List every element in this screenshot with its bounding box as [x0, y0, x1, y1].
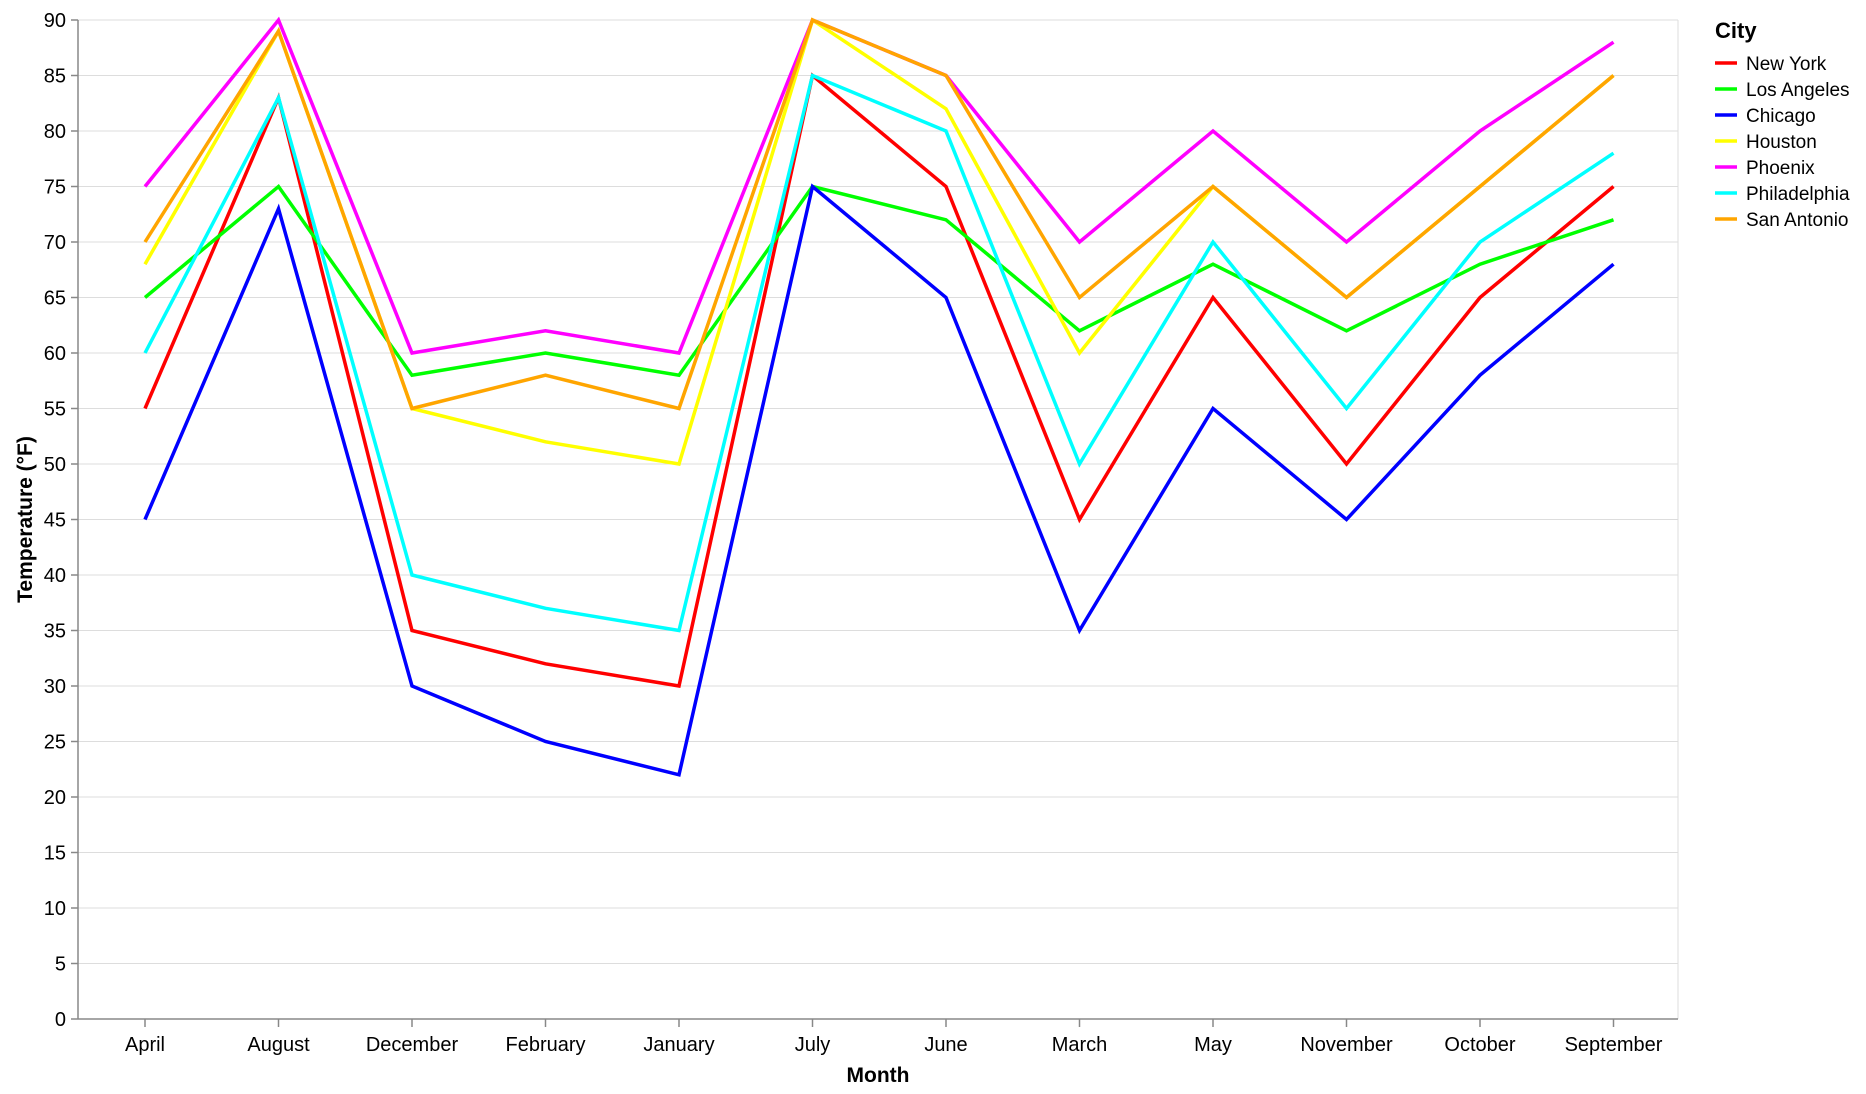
y-tick-label: 20 [44, 787, 66, 809]
x-tick-label: August [247, 1034, 310, 1056]
x-tick-label: October [1444, 1034, 1515, 1056]
y-tick-label: 50 [44, 454, 66, 476]
y-tick-label: 15 [44, 843, 66, 865]
series-lines [143, 16, 1615, 777]
gridlines [78, 19, 1679, 1020]
y-tick-label: 90 [44, 10, 66, 32]
x-tick-label: January [643, 1034, 714, 1056]
legend: City New York Los Angeles Chicago Houston Pho… [1715, 18, 1850, 231]
series-line-san-antonio [143, 17, 1615, 411]
y-tick-label: 35 [44, 621, 66, 643]
x-tick-label: September [1565, 1034, 1663, 1056]
y-tick-label: 65 [44, 288, 66, 310]
y-tick-label: 0 [55, 1009, 66, 1031]
y-tick-label: 55 [44, 399, 66, 421]
y-tick-label: 45 [44, 510, 66, 532]
legend-label-chicago: Chicago [1746, 106, 1816, 127]
legend-label-philadelphia: Philadelphia [1746, 184, 1850, 205]
y-tick-label: 70 [44, 232, 66, 254]
x-tick-label: July [795, 1034, 831, 1056]
legend-label-los-angeles: Los Angeles [1746, 80, 1850, 101]
y-tick-label: 75 [44, 177, 66, 199]
x-axis-title: Month [847, 1064, 910, 1087]
series-line-philadelphia [143, 73, 1615, 633]
x-axis: April August December February January July Ju… [78, 1018, 1678, 1056]
y-axis-title: Temperature (°F) [14, 436, 37, 603]
x-tick-label: March [1052, 1034, 1108, 1056]
legend-title: City [1715, 18, 1757, 43]
legend-label-san-antonio: San Antonio [1746, 210, 1848, 231]
y-tick-label: 80 [44, 121, 66, 143]
x-tick-label: February [505, 1034, 585, 1056]
x-tick-label: November [1300, 1034, 1393, 1056]
x-tick-label: December [366, 1034, 459, 1056]
x-tick-label: April [125, 1034, 165, 1056]
y-tick-label: 25 [44, 732, 66, 754]
series-line-chicago [143, 183, 1615, 777]
y-axis: 0 5 10 15 20 25 30 35 40 45 50 55 60 65 70 75 80 85 90 [44, 10, 79, 1031]
x-tick-label: May [1194, 1034, 1232, 1056]
legend-label-houston: Houston [1746, 132, 1817, 153]
y-tick-label: 5 [55, 954, 66, 976]
series-line-new-york [143, 72, 1615, 688]
x-tick-label: June [924, 1034, 967, 1056]
legend-label-phoenix: Phoenix [1746, 158, 1815, 179]
y-tick-label: 30 [44, 676, 66, 698]
y-tick-label: 10 [44, 898, 66, 920]
y-tick-label: 40 [44, 565, 66, 587]
legend-label-new-york: New York [1746, 54, 1827, 75]
y-tick-label: 60 [44, 343, 66, 365]
y-tick-label: 85 [44, 66, 66, 88]
